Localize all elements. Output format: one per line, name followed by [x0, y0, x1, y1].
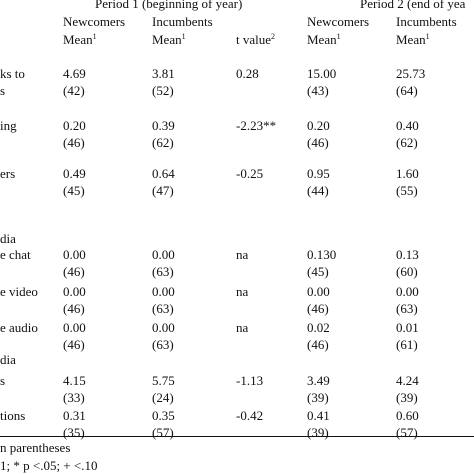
- sample-size-cell: (46): [63, 264, 85, 279]
- sample-size-cell: (55): [396, 183, 418, 198]
- sample-size-cell: (45): [63, 183, 85, 198]
- sample-size-cell: (39): [307, 425, 329, 440]
- p2-newcomers-header: Newcomers: [307, 14, 370, 29]
- row-label: ers: [0, 166, 16, 181]
- mean-cell: 0.00: [152, 247, 175, 262]
- p2-newcomers-mean-header: Mean1: [307, 32, 341, 47]
- sample-size-cell: (24): [152, 390, 174, 405]
- sample-size-cell: (46): [63, 301, 85, 316]
- sample-size-cell: (42): [63, 83, 85, 98]
- mean-cell: 0.40: [396, 118, 419, 133]
- row-label: e video: [0, 284, 38, 299]
- mean-cell: 0.00: [63, 284, 86, 299]
- sample-size-cell: (57): [152, 425, 174, 440]
- row-label: ing: [0, 118, 17, 133]
- mean-cell: 4.69: [63, 66, 86, 81]
- t-value-cell: -2.23**: [236, 118, 277, 133]
- t-value-cell: -0.42: [236, 408, 264, 423]
- row-label: s: [0, 373, 6, 388]
- mean-cell: 0.35: [152, 408, 175, 423]
- p1-newcomers-mean-header: Mean1: [63, 32, 97, 47]
- sample-size-cell: (46): [63, 135, 85, 150]
- mean-cell: 0.64: [152, 166, 175, 181]
- mean-cell: 1.60: [396, 166, 419, 181]
- mean-cell: 0.13: [396, 247, 419, 262]
- sample-size-cell: (63): [152, 264, 174, 279]
- mean-cell: 0.20: [307, 118, 330, 133]
- mean-cell: 0.130: [307, 247, 337, 262]
- sample-size-cell: (64): [396, 83, 418, 98]
- t-value-header: t value2: [236, 32, 276, 47]
- sample-size-cell: (63): [152, 301, 174, 316]
- mean-cell: 0.41: [307, 408, 330, 423]
- sample-size-cell: (46): [63, 337, 85, 352]
- footnote-parentheses: n parentheses: [0, 440, 71, 455]
- mean-cell: 0.00: [63, 320, 86, 335]
- sample-size-cell: (45): [307, 264, 329, 279]
- sample-size-cell: (62): [152, 135, 174, 150]
- mean-cell: 0.00: [63, 247, 86, 262]
- sample-size-cell: (61): [396, 337, 418, 352]
- period-1-header: Period 1 (beginning of year): [95, 0, 243, 11]
- row-label: e chat: [0, 247, 31, 262]
- sample-size-cell: (39): [307, 390, 329, 405]
- t-value-cell: -1.13: [236, 373, 264, 388]
- mean-cell: 0.39: [152, 118, 175, 133]
- mean-cell: 0.00: [396, 284, 419, 299]
- mean-cell: 3.49: [307, 373, 330, 388]
- p2-incumbents-mean-header: Mean1: [396, 32, 430, 47]
- p1-newcomers-header: Newcomers: [63, 14, 126, 29]
- mean-cell: 0.00: [152, 320, 175, 335]
- sample-size-cell: (33): [63, 390, 85, 405]
- row-label: tions: [0, 408, 26, 423]
- t-value-cell: -0.25: [236, 166, 264, 181]
- section-label-media-1: dia: [0, 231, 16, 246]
- mean-cell: 5.75: [152, 373, 175, 388]
- mean-cell: 4.15: [63, 373, 86, 388]
- period-2-header: Period 2 (end of yea: [360, 0, 466, 11]
- sample-size-cell: (43): [307, 83, 329, 98]
- mean-cell: 0.60: [396, 408, 419, 423]
- mean-cell: 0.01: [396, 320, 419, 335]
- sample-size-cell: (46): [307, 301, 329, 316]
- mean-cell: 0.20: [63, 118, 86, 133]
- t-value-cell: na: [236, 320, 249, 335]
- row-label: ks to: [0, 66, 25, 81]
- row-label-continued: s: [0, 83, 6, 98]
- mean-cell: 0.00: [307, 284, 330, 299]
- table-bottom-rule: [0, 436, 474, 437]
- sample-size-cell: (57): [396, 425, 418, 440]
- mean-cell: 4.24: [396, 373, 419, 388]
- mean-cell: 0.95: [307, 166, 330, 181]
- mean-cell: 25.73: [396, 66, 426, 81]
- sample-size-cell: (63): [152, 337, 174, 352]
- mean-cell: 0.02: [307, 320, 330, 335]
- mean-cell: 0.00: [152, 284, 175, 299]
- section-label-media-2: dia: [0, 352, 16, 367]
- t-value-cell: 0.28: [236, 66, 259, 81]
- sample-size-cell: (47): [152, 183, 174, 198]
- t-value-cell: na: [236, 284, 249, 299]
- mean-cell: 3.81: [152, 66, 175, 81]
- row-label: e audio: [0, 320, 38, 335]
- p2-incumbents-header: Incumbents: [396, 14, 457, 29]
- sample-size-cell: (62): [396, 135, 418, 150]
- sample-size-cell: (46): [307, 135, 329, 150]
- footnote-significance: 1; * p <.05; + <.10: [0, 458, 98, 473]
- t-value-cell: na: [236, 247, 249, 262]
- sample-size-cell: (44): [307, 183, 329, 198]
- sample-size-cell: (60): [396, 264, 418, 279]
- sample-size-cell: (39): [396, 390, 418, 405]
- mean-cell: 0.49: [63, 166, 86, 181]
- sample-size-cell: (35): [63, 425, 85, 440]
- p1-incumbents-header: Incumbents: [152, 14, 213, 29]
- sample-size-cell: (52): [152, 83, 174, 98]
- p1-incumbents-mean-header: Mean1: [152, 32, 186, 47]
- mean-cell: 15.00: [307, 66, 337, 81]
- sample-size-cell: (63): [396, 301, 418, 316]
- sample-size-cell: (46): [307, 337, 329, 352]
- mean-cell: 0.31: [63, 408, 86, 423]
